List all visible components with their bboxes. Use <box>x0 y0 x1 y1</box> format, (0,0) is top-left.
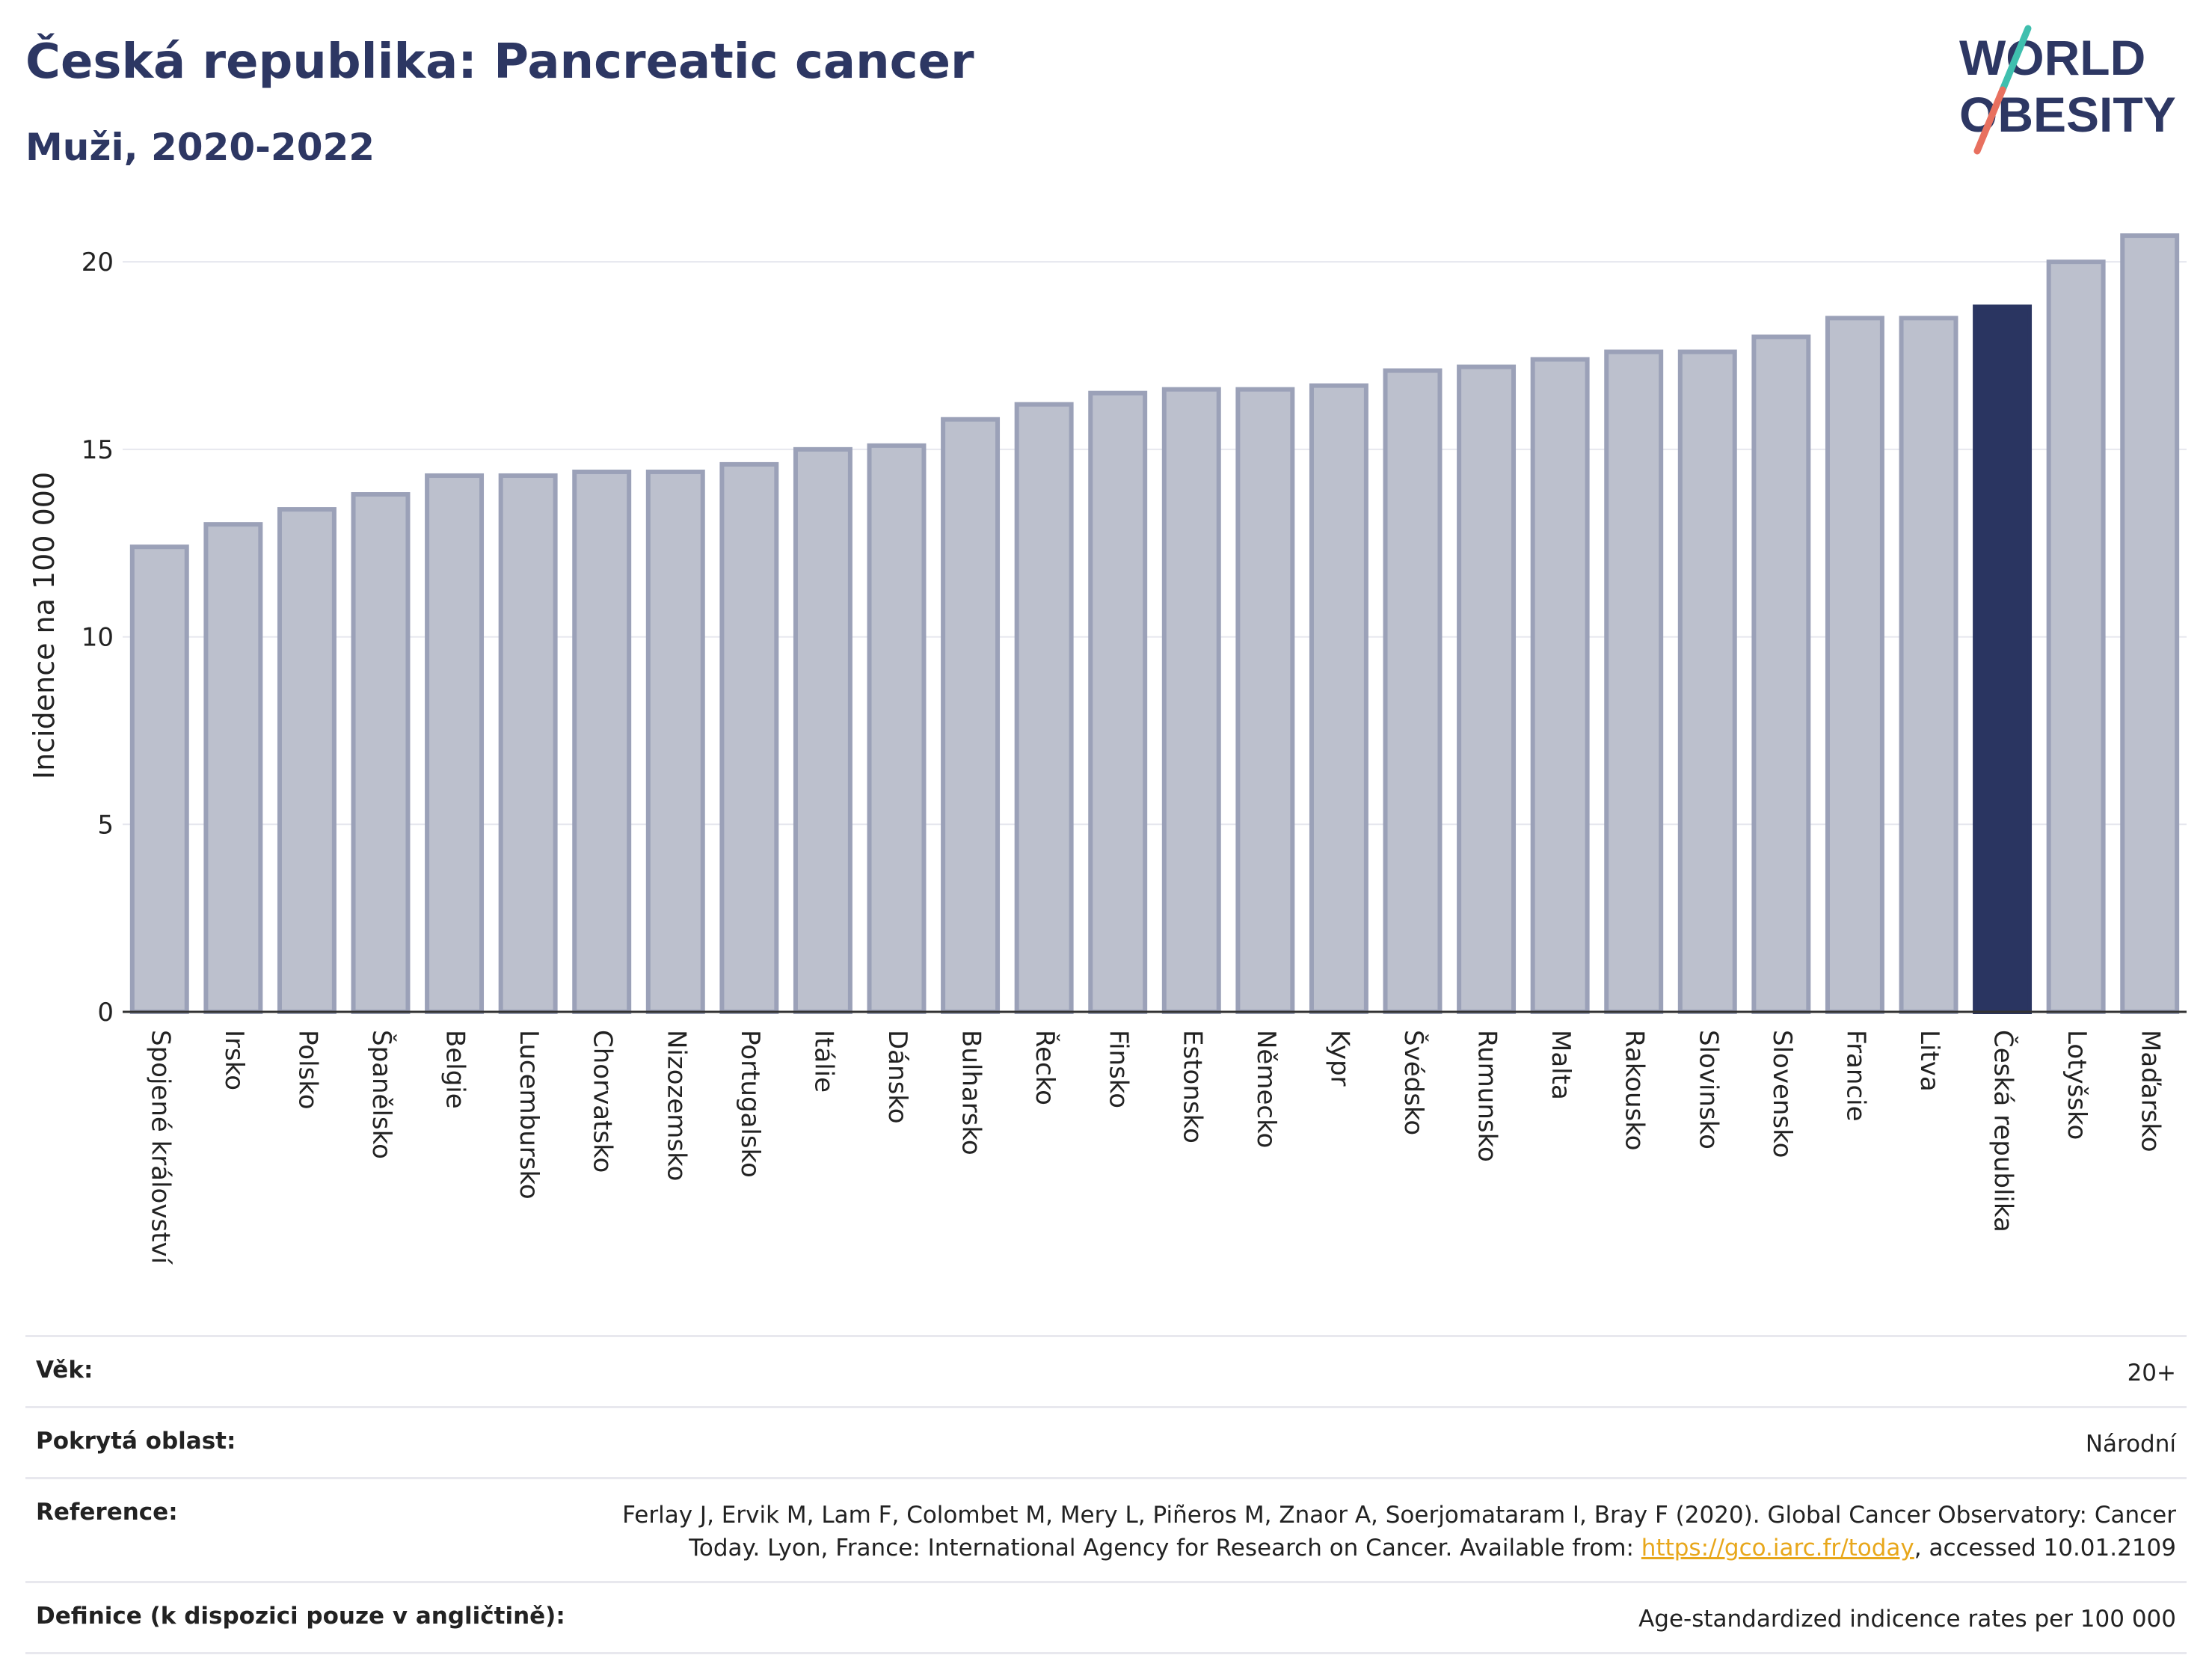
bar-18 <box>1457 364 1517 1014</box>
reference-label: Reference: <box>36 1499 178 1526</box>
x-tick-label-2: Polsko <box>292 1030 322 1110</box>
x-tick-label-11: Bulharsko <box>956 1030 986 1155</box>
logo-text-world: WORLD <box>1959 30 2145 85</box>
x-tick-label-7: Nizozemsko <box>661 1030 691 1181</box>
reference-text-3: , accessed 10.01.2109 <box>1914 1535 2176 1562</box>
bar-19 <box>1530 357 1590 1014</box>
bar-23 <box>1825 316 1884 1015</box>
x-tick-label-23: Francie <box>1840 1030 1870 1122</box>
bar-13 <box>1088 390 1148 1014</box>
x-tick-label-27: Maďarsko <box>2136 1030 2166 1152</box>
x-tick-label-26: Lotyšsko <box>2062 1030 2092 1140</box>
definition-label: Definice (k dispozici pouze v angličtině… <box>36 1603 565 1630</box>
bar-8 <box>719 461 779 1014</box>
bar-15 <box>1235 387 1295 1014</box>
x-tick-label-21: Slovinsko <box>1693 1030 1723 1149</box>
x-tick-label-12: Řecko <box>1030 1030 1060 1105</box>
x-tick-label-3: Španělsko <box>366 1030 397 1159</box>
bar-21 <box>1677 349 1737 1014</box>
x-tick-label-14: Estonsko <box>1177 1030 1207 1143</box>
x-tick-label-19: Malta <box>1546 1030 1576 1100</box>
x-tick-label-5: Lucembursko <box>514 1030 544 1200</box>
bar-25 <box>1973 304 2033 1015</box>
x-tick-label-15: Německo <box>1251 1030 1281 1148</box>
x-tick-label-18: Rumunsko <box>1472 1030 1502 1162</box>
x-tick-label-13: Finsko <box>1104 1030 1134 1108</box>
x-tick-label-10: Dánsko <box>882 1030 912 1124</box>
info-row-reference: Reference: Ferlay J, Ervik M, Lam F, Col… <box>25 1477 2187 1581</box>
x-tick-label-0: Spojené království <box>145 1030 175 1265</box>
age-label: Věk: <box>36 1357 93 1384</box>
bar-20 <box>1604 349 1664 1014</box>
bar-6 <box>572 469 632 1014</box>
bar-10 <box>867 443 927 1014</box>
bar-26 <box>2046 260 2106 1014</box>
area-value: Národní <box>2085 1431 2176 1458</box>
y-tick-label-10: 10 <box>82 623 114 653</box>
x-tick-label-16: Kypr <box>1324 1030 1354 1087</box>
bar-chart: 0 5 10 15 20 Incidence na 100 000 Spojené král… <box>28 233 2187 1265</box>
bar-1 <box>203 522 263 1014</box>
bar-3 <box>351 492 411 1014</box>
reference-link[interactable]: https://gco.iarc.fr/today <box>1641 1535 1914 1562</box>
info-row-area: Pokrytá oblast: Národní <box>25 1406 2187 1477</box>
y-tick-label-5: 5 <box>97 810 114 840</box>
logo-slash-teal <box>1999 25 2032 93</box>
bar-16 <box>1309 383 1368 1014</box>
x-tick-label-9: Itálie <box>808 1030 838 1093</box>
bar-14 <box>1161 387 1221 1014</box>
bar-4 <box>425 473 485 1014</box>
x-tick-label-4: Belgie <box>440 1030 470 1109</box>
y-axis-label: Incidence na 100 000 <box>28 472 61 779</box>
x-tick-label-17: Švédsko <box>1398 1030 1429 1135</box>
x-tick-label-6: Chorvatsko <box>588 1030 618 1173</box>
bar-22 <box>1751 334 1811 1014</box>
reference-text-1: Ferlay J, Ervik M, Lam F, Colombet M, Me… <box>622 1502 2176 1529</box>
x-tick-label-8: Portugalsko <box>735 1030 765 1178</box>
bar-0 <box>129 544 189 1014</box>
bar-7 <box>645 469 705 1014</box>
age-value: 20+ <box>2127 1360 2176 1387</box>
x-tick-label-1: Irsko <box>219 1030 249 1090</box>
info-row-definition: Definice (k dispozici pouze v angličtině… <box>25 1581 2187 1654</box>
x-tick-label-22: Slovensko <box>1767 1030 1797 1158</box>
bar-11 <box>941 417 1001 1014</box>
bar-5 <box>498 473 558 1014</box>
y-tick-label-20: 20 <box>82 248 114 277</box>
chart-subtitle: Muži, 2020-2022 <box>25 126 375 169</box>
bar-9 <box>793 446 852 1014</box>
bar-27 <box>2120 233 2180 1014</box>
area-label: Pokrytá oblast: <box>36 1428 236 1455</box>
info-table: Věk: 20+ Pokrytá oblast: Národní Referen… <box>25 1335 2187 1654</box>
world-obesity-logo: WORLD OBESITY <box>1959 25 2176 155</box>
bar-2 <box>277 507 337 1014</box>
x-tick-label-25: Česká republika <box>1988 1030 2019 1232</box>
bar-24 <box>1899 316 1958 1015</box>
logo-slash-coral <box>1973 86 2006 155</box>
reference-value: Ferlay J, Ervik M, Lam F, Colombet M, Me… <box>622 1499 2176 1565</box>
reference-text-2: Today. Lyon, France: International Agenc… <box>689 1535 1641 1562</box>
x-tick-label-24: Litva <box>1914 1030 1944 1092</box>
info-row-age: Věk: 20+ <box>25 1335 2187 1406</box>
definition-value: Age-standardized indicence rates per 100… <box>1638 1606 2176 1633</box>
x-tick-label-20: Rakousko <box>1620 1030 1650 1151</box>
y-tick-label-0: 0 <box>97 998 114 1028</box>
chart-title: Česká republika: Pancreatic cancer <box>25 34 974 90</box>
bar-17 <box>1383 368 1443 1014</box>
bar-12 <box>1014 402 1074 1014</box>
y-tick-label-15: 15 <box>82 435 114 465</box>
